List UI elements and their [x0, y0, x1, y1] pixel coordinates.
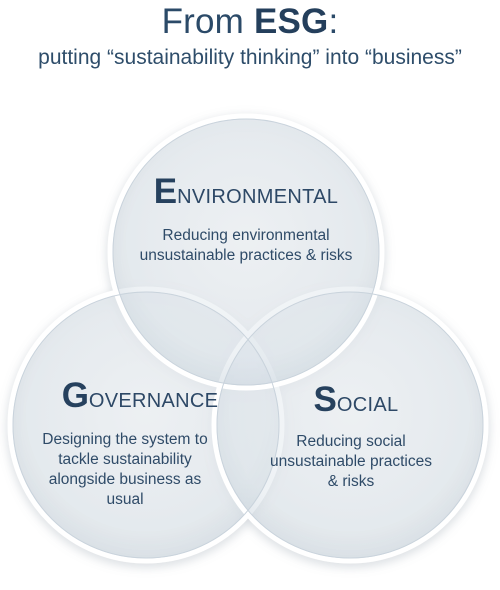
governance-initial: G	[61, 376, 89, 415]
environmental-desc-line: Reducing environmental	[162, 227, 330, 244]
title-prefix: From	[161, 2, 254, 41]
social-rim	[216, 291, 484, 559]
social-rest: OCIAL	[336, 394, 399, 416]
governance-rest: OVERNANCE	[88, 390, 219, 412]
social-description: Reducing social unsustainable practices …	[256, 432, 446, 492]
environmental-rest: NVIRONMENTAL	[177, 186, 339, 208]
page-subtitle: putting “sustainability thinking” into “…	[38, 46, 462, 69]
governance-description: Designing the system to tackle sustainab…	[20, 430, 230, 510]
governance-desc-line: Designing the system to	[42, 431, 208, 448]
title-suffix: :	[328, 2, 339, 41]
governance-desc-line: alongside business as	[48, 471, 202, 488]
environmental-description: Reducing environmental unsustainable pra…	[106, 226, 386, 266]
governance-rim	[12, 291, 280, 559]
page-title: From ESG:	[0, 2, 500, 42]
social-heading: SOCIAL	[256, 380, 456, 420]
social-desc-line: Reducing social	[296, 433, 406, 450]
title-esg: ESG	[253, 2, 329, 41]
environmental-circle	[107, 113, 385, 391]
governance-desc-line: tackle sustainability	[58, 451, 192, 468]
environmental-desc-line: unsustainable practices & risks	[139, 247, 353, 264]
governance-desc-line: usual	[106, 491, 144, 508]
environmental-rim	[112, 118, 380, 386]
social-desc-line: & risks	[327, 473, 375, 490]
environmental-heading: ENVIRONMENTAL	[96, 172, 396, 212]
environmental-initial: E	[153, 172, 178, 211]
social-initial: S	[313, 380, 337, 419]
governance-heading: GOVERNANCE	[15, 376, 265, 416]
social-desc-line: unsustainable practices	[270, 453, 432, 470]
